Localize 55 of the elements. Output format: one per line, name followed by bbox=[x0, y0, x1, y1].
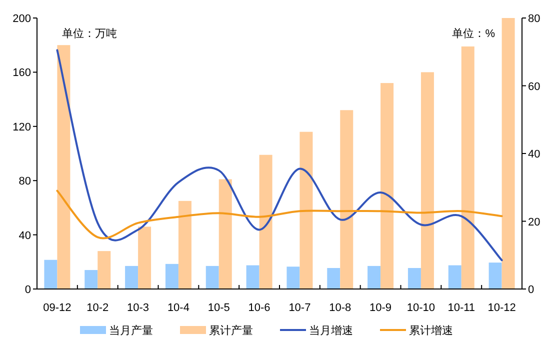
bar bbox=[84, 270, 98, 289]
bar bbox=[44, 260, 58, 289]
y-tick-label: 160 bbox=[12, 67, 31, 80]
x-tick-label: 10-5 bbox=[208, 302, 230, 314]
bar bbox=[461, 46, 474, 289]
y2-tick-label: 0 bbox=[528, 284, 534, 296]
bar bbox=[408, 268, 421, 289]
y-tick-label: 200 bbox=[12, 13, 31, 25]
x-tick-label: 10-2 bbox=[86, 302, 109, 314]
legend-label: 累计产量 bbox=[209, 324, 253, 337]
y2-tick-label: 60 bbox=[528, 80, 540, 93]
x-tick-label: 10-11 bbox=[448, 302, 476, 314]
y2-tick-label: 20 bbox=[528, 216, 540, 228]
y-tick-label: 40 bbox=[18, 230, 31, 242]
annotation: 单位：万吨 bbox=[62, 27, 117, 40]
y2-tick-label: 80 bbox=[528, 13, 540, 25]
bar bbox=[98, 251, 111, 289]
legend-label: 当月增速 bbox=[309, 324, 353, 337]
annotation: 单位：% bbox=[452, 27, 496, 40]
bar bbox=[448, 265, 462, 289]
bar bbox=[178, 200, 192, 289]
x-tick-label: 10-12 bbox=[488, 302, 516, 314]
bar bbox=[327, 268, 340, 289]
x-tick-label: 10-4 bbox=[167, 302, 190, 314]
bar bbox=[300, 132, 313, 289]
bar bbox=[488, 262, 502, 289]
x-tick-label: 10-3 bbox=[127, 302, 150, 314]
y2-tick-label: 40 bbox=[528, 148, 540, 160]
bar bbox=[218, 179, 232, 289]
y-tick-label: 80 bbox=[18, 176, 31, 188]
bar bbox=[420, 72, 434, 289]
x-tick-label: 10-9 bbox=[370, 302, 392, 314]
x-tick-label: 09-12 bbox=[43, 302, 72, 314]
bar bbox=[246, 265, 260, 289]
bar bbox=[286, 266, 300, 289]
bar bbox=[206, 266, 219, 289]
y-tick-label: 120 bbox=[12, 121, 31, 134]
line-series bbox=[56, 190, 503, 240]
x-tick-label: 10-6 bbox=[248, 302, 270, 314]
x-tick-label: 10-7 bbox=[288, 302, 311, 314]
x-tick-label: 10-10 bbox=[406, 302, 436, 314]
legend-label: 当月产量 bbox=[109, 324, 153, 337]
bar bbox=[368, 266, 381, 289]
bar bbox=[165, 264, 178, 289]
bar bbox=[138, 226, 152, 289]
x-tick-label: 10-8 bbox=[329, 302, 352, 314]
legend-label: 累计增速 bbox=[409, 324, 453, 337]
bar bbox=[57, 45, 70, 289]
line-series bbox=[56, 49, 503, 262]
bar bbox=[502, 18, 515, 289]
bar bbox=[259, 154, 272, 289]
bar bbox=[125, 266, 138, 289]
y-tick-label: 0 bbox=[24, 284, 31, 296]
bar bbox=[380, 83, 394, 289]
bar bbox=[340, 110, 354, 289]
